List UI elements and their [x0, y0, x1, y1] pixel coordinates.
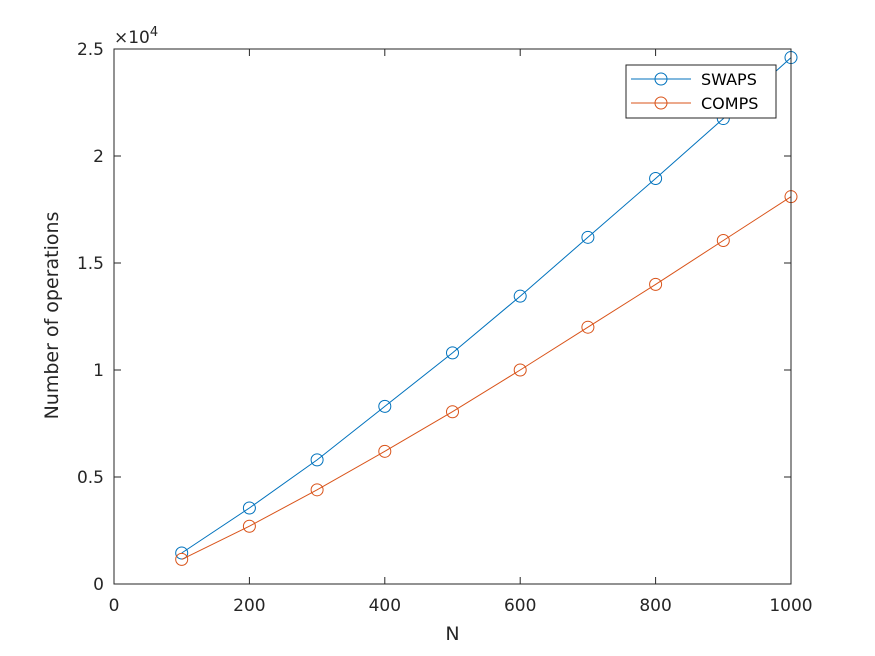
- legend: SWAPS COMPS: [625, 64, 777, 119]
- data-point: [649, 277, 663, 291]
- data-point: [446, 346, 459, 360]
- data-point: [649, 171, 663, 185]
- data-point: [378, 399, 392, 413]
- x-axis-label: N: [445, 623, 459, 645]
- data-point: [581, 320, 595, 334]
- x-tick-label: 600: [504, 596, 536, 616]
- x-tick-label: 200: [233, 596, 265, 616]
- data-point: [378, 444, 392, 458]
- data-point: [310, 453, 324, 467]
- data-point: [513, 289, 527, 303]
- series-line: [181, 57, 792, 554]
- y-axis-label: Number of operations: [41, 212, 63, 420]
- data-point: [716, 234, 730, 248]
- y-multiplier-exponent: 4: [150, 25, 158, 40]
- legend-item-comps: COMPS: [631, 94, 758, 113]
- y-tick-label: 0: [93, 575, 104, 595]
- data-point: [175, 552, 189, 566]
- series-line: [181, 196, 792, 560]
- y-axis-multiplier: ×104: [114, 25, 158, 48]
- data-point: [242, 501, 256, 515]
- legend-box: [625, 64, 777, 119]
- data-point: [513, 363, 527, 377]
- legend-item-swaps: SWAPS: [631, 70, 757, 89]
- y-multiplier-base: ×10: [114, 28, 150, 48]
- data-point: [310, 483, 324, 497]
- plot-area: [114, 49, 791, 584]
- series-comps: [175, 190, 798, 566]
- legend-marker: [654, 72, 668, 86]
- legend-marker: [654, 96, 668, 110]
- y-tick-label: 1.5: [77, 254, 104, 274]
- y-tick-label: 0.5: [77, 468, 104, 488]
- data-point: [242, 519, 256, 533]
- x-tick-label: 1000: [769, 596, 812, 616]
- x-tick-label: 800: [639, 596, 671, 616]
- data-point: [446, 405, 459, 419]
- y-tick-label: 2: [93, 147, 104, 167]
- axes-box: [113, 48, 792, 585]
- data-point: [581, 230, 595, 244]
- x-tick-label: 0: [109, 596, 120, 616]
- legend-label: SWAPS: [701, 70, 757, 89]
- y-tick-label: 1: [93, 361, 104, 381]
- x-tick-label: 400: [369, 596, 401, 616]
- legend-label: COMPS: [701, 94, 758, 113]
- y-tick-label: 2.5: [77, 40, 104, 60]
- tick-labels-layer: 0 200 400 600 800 1000 0 0.5 1 1.5 2 2.5: [77, 40, 813, 616]
